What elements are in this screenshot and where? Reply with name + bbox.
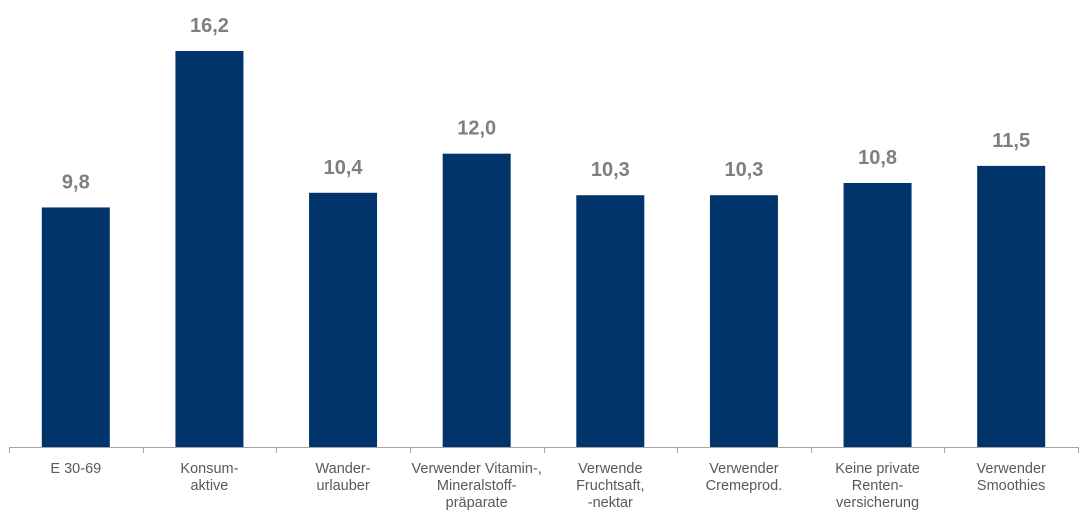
- category-label-line: versicherung: [836, 495, 919, 511]
- category-label-line: Cremeprod.: [706, 478, 783, 494]
- bar: [576, 195, 645, 447]
- bar: [442, 153, 511, 447]
- category-label: Verwender Vitamin-, Mineralstoff-präparat…: [412, 461, 542, 511]
- category-labels-group: E 30-69 Konsum-aktive Wander-urlauber Verwe…: [50, 461, 1046, 511]
- data-label: 10,3: [724, 159, 763, 181]
- bar: [709, 195, 778, 447]
- category-label: Keine private Renten-versicherung: [835, 461, 920, 511]
- category-label-line: aktive: [190, 478, 228, 494]
- category-label-line: urlauber: [316, 478, 369, 494]
- value-labels-group: 9,8 16,2 10,4 12,0 10,3 10,3 10,8 11,5: [62, 15, 1030, 193]
- bar: [309, 192, 378, 447]
- category-label: Verwende Fruchtsaft, -nektar: [576, 461, 645, 511]
- data-label: 10,3: [591, 159, 630, 181]
- category-label-line: Verwender: [977, 461, 1046, 477]
- data-label: 12,0: [457, 118, 496, 140]
- data-label: 10,8: [858, 147, 897, 169]
- category-label-line: Wander-: [316, 461, 371, 477]
- category-label-line: Verwende: [578, 461, 643, 477]
- category-label-line: Mineralstoff-: [437, 478, 517, 494]
- bar: [843, 183, 912, 447]
- data-label: 16,2: [190, 15, 229, 37]
- x-axis-ticks-group: [9, 447, 1079, 453]
- category-label-line: Keine private: [835, 461, 920, 477]
- bar: [41, 207, 110, 447]
- category-label: E 30-69: [50, 461, 101, 477]
- bar: [175, 51, 244, 447]
- category-label-line: präparate: [446, 495, 508, 511]
- category-label: Wander-urlauber: [316, 461, 371, 494]
- category-label-line: Smoothies: [977, 478, 1046, 494]
- category-label-line: Fruchtsaft,: [576, 478, 645, 494]
- data-label: 11,5: [992, 130, 1030, 152]
- bars-group: [41, 51, 1046, 447]
- bar: [977, 165, 1046, 447]
- data-label: 10,4: [324, 157, 364, 179]
- category-label: Verwender Cremeprod.: [706, 461, 783, 494]
- category-label-line: Verwender Vitamin-,: [412, 461, 542, 477]
- category-label-line: Konsum-: [180, 461, 238, 477]
- category-label-line: E 30-69: [50, 461, 101, 477]
- data-label: 9,8: [62, 171, 90, 193]
- category-label: Verwender Smoothies: [977, 461, 1046, 494]
- category-label-line: Renten-: [852, 478, 904, 494]
- category-label: Konsum-aktive: [180, 461, 238, 494]
- category-label-line: -nektar: [588, 495, 633, 511]
- category-label-line: Verwender: [709, 461, 778, 477]
